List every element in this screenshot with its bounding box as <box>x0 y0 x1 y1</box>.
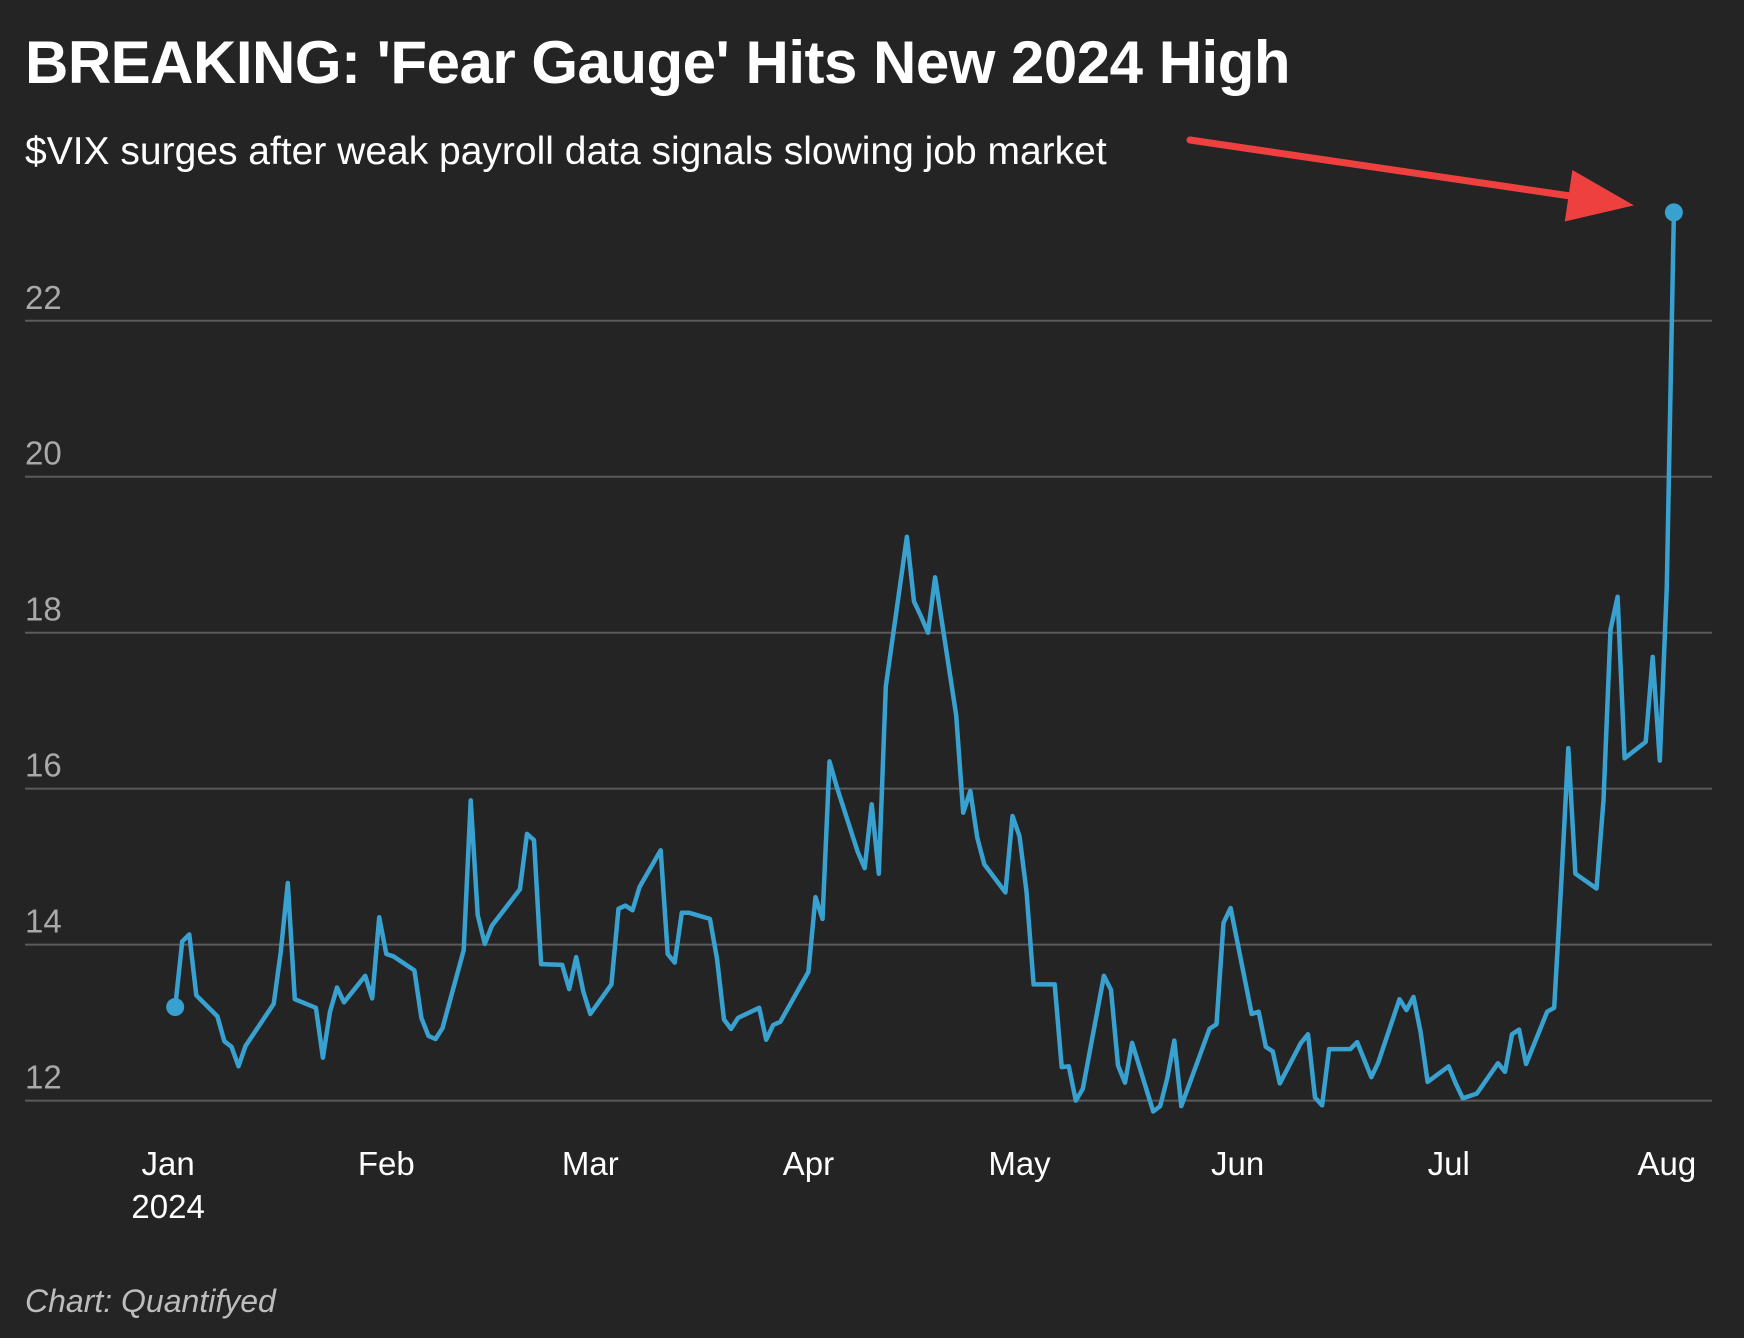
series-end-point <box>1664 203 1683 222</box>
x-tick-label-apr: Apr <box>783 1145 834 1182</box>
y-tick-label-12: 12 <box>25 1059 62 1096</box>
x-tick-label-mar: Mar <box>562 1145 619 1182</box>
series-group <box>166 203 1683 1114</box>
chart-subtitle: $VIX surges after weak payroll data sign… <box>25 130 1107 173</box>
chart-source-note: Chart: Quantifyed <box>25 1283 276 1319</box>
chart-title: BREAKING: 'Fear Gauge' Hits New 2024 Hig… <box>25 29 1291 96</box>
x-axis-ticks: Jan 2024 Feb Mar Apr May Jun Jul Aug <box>131 1145 1696 1225</box>
y-tick-label-22: 22 <box>25 279 62 316</box>
grid-lines <box>25 319 1712 1102</box>
annotation-arrow-head <box>1564 170 1634 222</box>
y-tick-label-14: 14 <box>25 903 62 940</box>
series-start-point <box>166 998 185 1017</box>
series-line-0 <box>172 210 1677 1114</box>
x-tick-label-jul: Jul <box>1428 1145 1470 1182</box>
x-tick-label-aug: Aug <box>1637 1145 1696 1182</box>
x-tick-label-jan: Jan <box>142 1145 195 1182</box>
y-tick-label-20: 20 <box>25 435 62 472</box>
x-tick-label-may: May <box>988 1145 1051 1182</box>
annotation-arrow-shaft <box>1186 136 1573 200</box>
x-tick-sublabel-2024: 2024 <box>131 1188 204 1225</box>
x-tick-label-jun: Jun <box>1211 1145 1264 1182</box>
y-axis-ticks: 12 14 16 18 20 22 <box>25 279 62 1096</box>
annotation-group <box>1186 136 1634 222</box>
y-tick-label-18: 18 <box>25 591 62 628</box>
y-tick-label-16: 16 <box>25 747 62 784</box>
x-tick-label-feb: Feb <box>358 1145 415 1182</box>
